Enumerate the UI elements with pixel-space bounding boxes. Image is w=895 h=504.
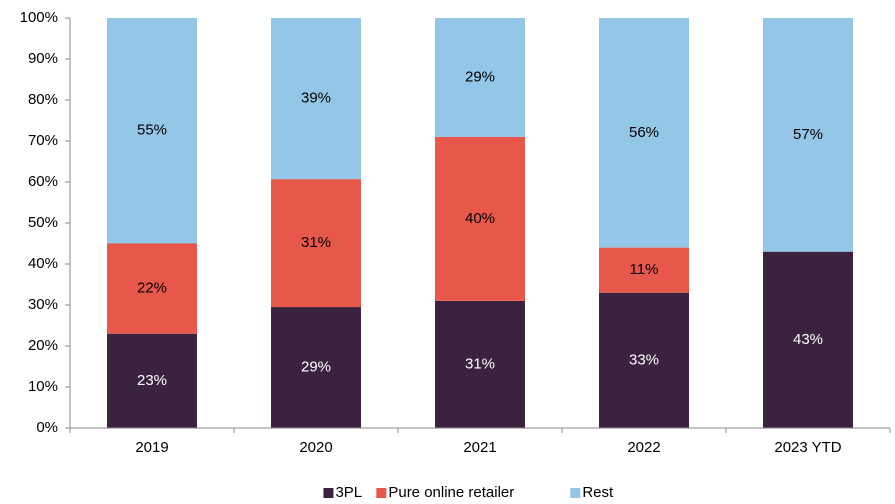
data-label: 57% bbox=[793, 126, 823, 143]
bar-segment bbox=[599, 247, 689, 293]
bar-segment bbox=[599, 18, 689, 248]
x-tick-label: 2021 bbox=[463, 439, 496, 456]
data-label: 29% bbox=[465, 68, 495, 85]
bar-segment bbox=[107, 243, 197, 334]
bar-segment bbox=[271, 179, 361, 308]
y-tick-label: 80% bbox=[28, 91, 58, 108]
y-tick-label: 10% bbox=[28, 378, 58, 395]
y-tick-label: 50% bbox=[28, 214, 58, 231]
bar-segment bbox=[435, 136, 525, 301]
bar-segment bbox=[763, 18, 853, 252]
y-tick-label: 100% bbox=[20, 9, 58, 26]
y-tick-label: 30% bbox=[28, 296, 58, 313]
bar-segment bbox=[271, 18, 361, 180]
x-tick-label: 2020 bbox=[299, 439, 332, 456]
y-tick-label: 40% bbox=[28, 255, 58, 272]
data-label: 55% bbox=[137, 122, 167, 139]
bar-segment bbox=[271, 307, 361, 428]
y-tick-label: 70% bbox=[28, 132, 58, 149]
bar-segment bbox=[107, 18, 197, 244]
data-label: 23% bbox=[137, 372, 167, 389]
bar-segment bbox=[435, 18, 525, 137]
legend-swatch bbox=[570, 488, 581, 498]
x-tick-label: 2019 bbox=[135, 439, 168, 456]
legend-label: Rest bbox=[582, 484, 614, 501]
data-label: 39% bbox=[301, 90, 331, 107]
legend-swatch bbox=[376, 488, 387, 498]
bar-segment bbox=[435, 300, 525, 428]
y-tick-label: 20% bbox=[28, 337, 58, 354]
bar-segment bbox=[599, 292, 689, 428]
y-tick-label: 0% bbox=[36, 419, 58, 436]
bar-segment bbox=[763, 251, 853, 428]
x-tick-label: 2022 bbox=[627, 439, 660, 456]
data-label: 43% bbox=[793, 331, 823, 348]
data-label: 29% bbox=[301, 358, 331, 375]
legend-label: 3PL bbox=[335, 484, 362, 501]
legend-swatch bbox=[323, 488, 334, 498]
data-label: 31% bbox=[465, 355, 495, 372]
data-label: 22% bbox=[137, 280, 167, 297]
data-label: 56% bbox=[629, 124, 659, 141]
y-tick-label: 60% bbox=[28, 173, 58, 190]
data-label: 40% bbox=[465, 210, 495, 227]
bar-segment bbox=[107, 333, 197, 428]
data-label: 31% bbox=[301, 234, 331, 251]
data-label: 11% bbox=[630, 261, 659, 278]
x-tick-label: 2023 YTD bbox=[774, 439, 841, 456]
y-tick-label: 90% bbox=[28, 50, 58, 67]
legend-label: Pure online retailer bbox=[388, 484, 514, 501]
data-label: 33% bbox=[629, 351, 659, 368]
